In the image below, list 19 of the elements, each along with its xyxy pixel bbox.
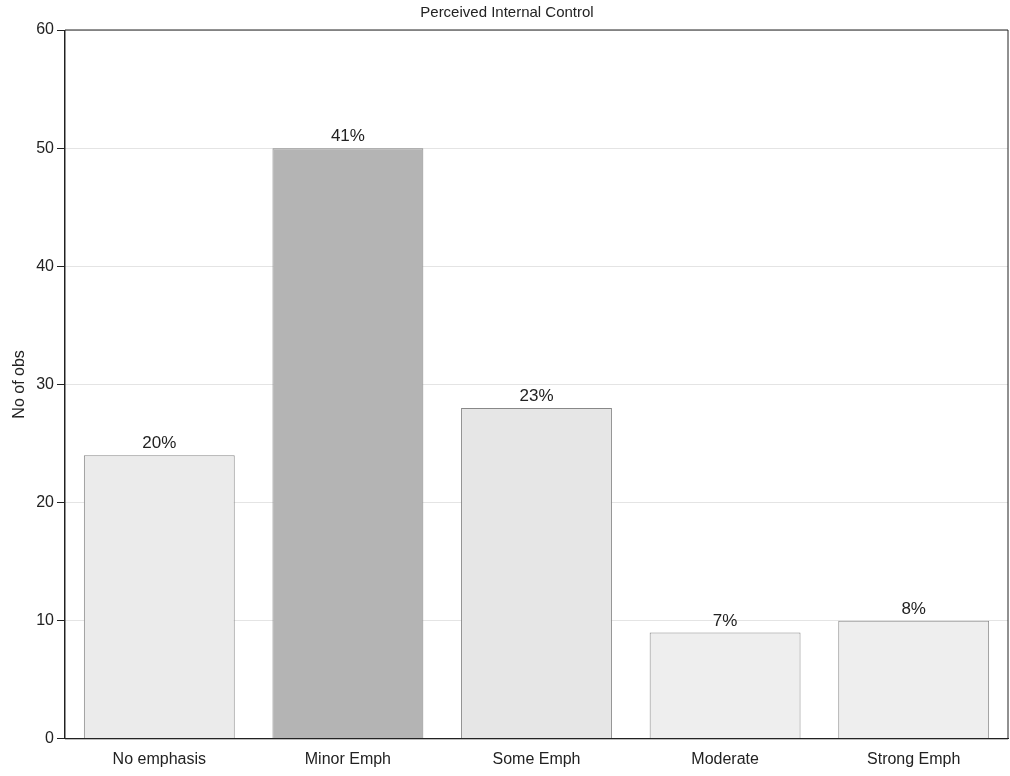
x-tick-label: Minor Emph	[304, 749, 392, 767]
x-tick-label: No emphasis	[112, 749, 206, 767]
y-tick-label: 50	[36, 138, 55, 156]
y-tick-label: 20	[36, 492, 55, 510]
annotation: 23%	[519, 386, 554, 406]
annotation: 41%	[330, 126, 365, 146]
y-tick-label: 60	[36, 20, 55, 38]
y-tick-label: 30	[36, 374, 55, 392]
y-tick-label: 10	[36, 611, 55, 629]
annotation: 7%	[712, 610, 738, 630]
x-tick-label: Some Emph	[492, 749, 581, 767]
x-tick-label: Strong Emph	[867, 749, 961, 767]
chart-title: Perceived Internal Control	[420, 3, 594, 21]
y-tick-label: 40	[36, 256, 55, 274]
annotation: 8%	[901, 598, 926, 618]
annotation: 20%	[142, 433, 177, 453]
y-tick-label: 0	[45, 729, 55, 747]
y-axis-title: No of obs	[10, 350, 28, 419]
x-tick-label: Moderate	[691, 749, 759, 767]
